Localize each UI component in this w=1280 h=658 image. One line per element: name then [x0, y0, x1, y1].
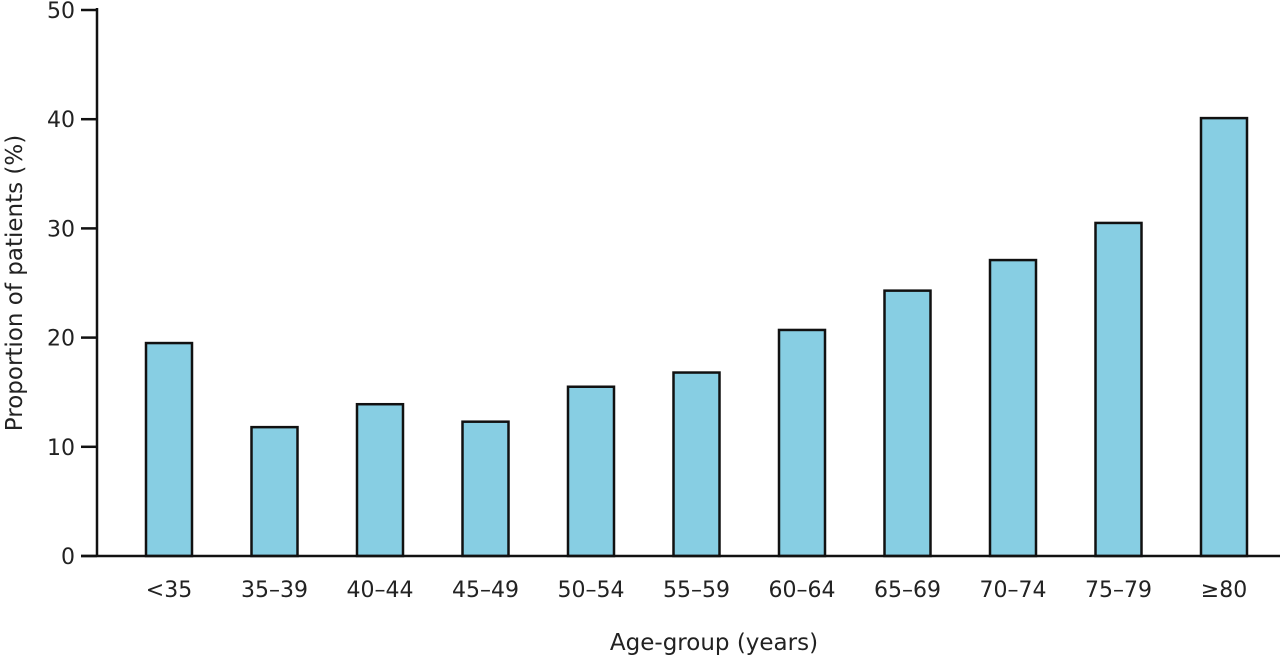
x-tick-label: 75–79: [1085, 578, 1152, 603]
x-tick-label: 60–64: [769, 578, 836, 603]
x-tick-label: 55–59: [663, 578, 730, 603]
bar: [250, 425, 299, 558]
bar: [566, 385, 616, 558]
x-tick-labels-group: <35 35–39 40–44 45–49 50–54 55–59 60–64 65–69 70…: [146, 578, 1247, 603]
x-tick-label: 50–54: [558, 578, 625, 603]
x-tick-label: ≥80: [1201, 578, 1247, 603]
x-tick-label: 65–69: [874, 578, 941, 603]
bar: [1199, 116, 1249, 558]
x-tick-label: 70–74: [980, 578, 1047, 603]
x-tick-label: 40–44: [347, 578, 414, 603]
bars-group: [144, 116, 1249, 558]
bar: [1094, 221, 1143, 558]
bar: [988, 258, 1038, 558]
bar: [144, 341, 194, 558]
y-tick-label: 30: [47, 217, 75, 242]
bar: [883, 289, 932, 558]
x-tick-label: <35: [146, 578, 192, 603]
x-tick-label: 45–49: [452, 578, 519, 603]
y-tick-label: 0: [61, 545, 75, 570]
bar: [777, 328, 827, 558]
x-tick-label: 35–39: [241, 578, 308, 603]
y-tick-label: 40: [47, 108, 75, 133]
bar: [672, 371, 721, 558]
y-ticks-group: 0 10 20 30 40 50: [47, 0, 97, 570]
bar: [355, 402, 405, 558]
y-tick-label: 20: [47, 327, 75, 352]
bar: [461, 420, 510, 558]
y-axis-title: Proportion of patients (%): [2, 135, 28, 431]
y-tick-label: 50: [47, 0, 75, 24]
y-tick-label: 10: [47, 436, 75, 461]
x-axis-title: Age-group (years): [610, 630, 818, 656]
